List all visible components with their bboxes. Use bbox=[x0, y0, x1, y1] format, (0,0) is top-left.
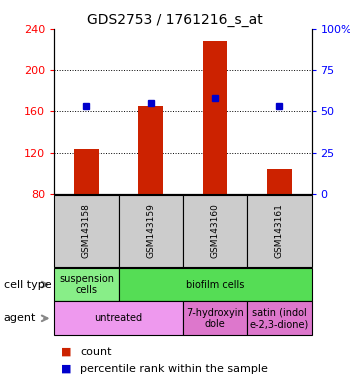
Text: GSM143158: GSM143158 bbox=[82, 204, 91, 258]
Bar bbox=[267, 169, 292, 194]
Text: GSM143159: GSM143159 bbox=[146, 204, 155, 258]
Text: untreated: untreated bbox=[94, 313, 143, 323]
Text: count: count bbox=[80, 347, 112, 357]
Text: GDS2753 / 1761216_s_at: GDS2753 / 1761216_s_at bbox=[87, 13, 263, 27]
Bar bbox=[139, 106, 163, 194]
Text: biofilm cells: biofilm cells bbox=[186, 280, 244, 290]
Text: suspension
cells: suspension cells bbox=[59, 274, 114, 295]
Text: 7-hydroxyin
dole: 7-hydroxyin dole bbox=[186, 308, 244, 329]
Text: percentile rank within the sample: percentile rank within the sample bbox=[80, 364, 268, 374]
Text: GSM143161: GSM143161 bbox=[275, 204, 284, 258]
Text: ■: ■ bbox=[61, 347, 72, 357]
Text: GSM143160: GSM143160 bbox=[211, 204, 219, 258]
Text: cell type: cell type bbox=[4, 280, 51, 290]
Text: satin (indol
e-2,3-dione): satin (indol e-2,3-dione) bbox=[250, 308, 309, 329]
Text: agent: agent bbox=[4, 313, 36, 323]
Text: ■: ■ bbox=[61, 364, 72, 374]
Bar bbox=[203, 41, 227, 194]
Bar bbox=[74, 149, 99, 194]
